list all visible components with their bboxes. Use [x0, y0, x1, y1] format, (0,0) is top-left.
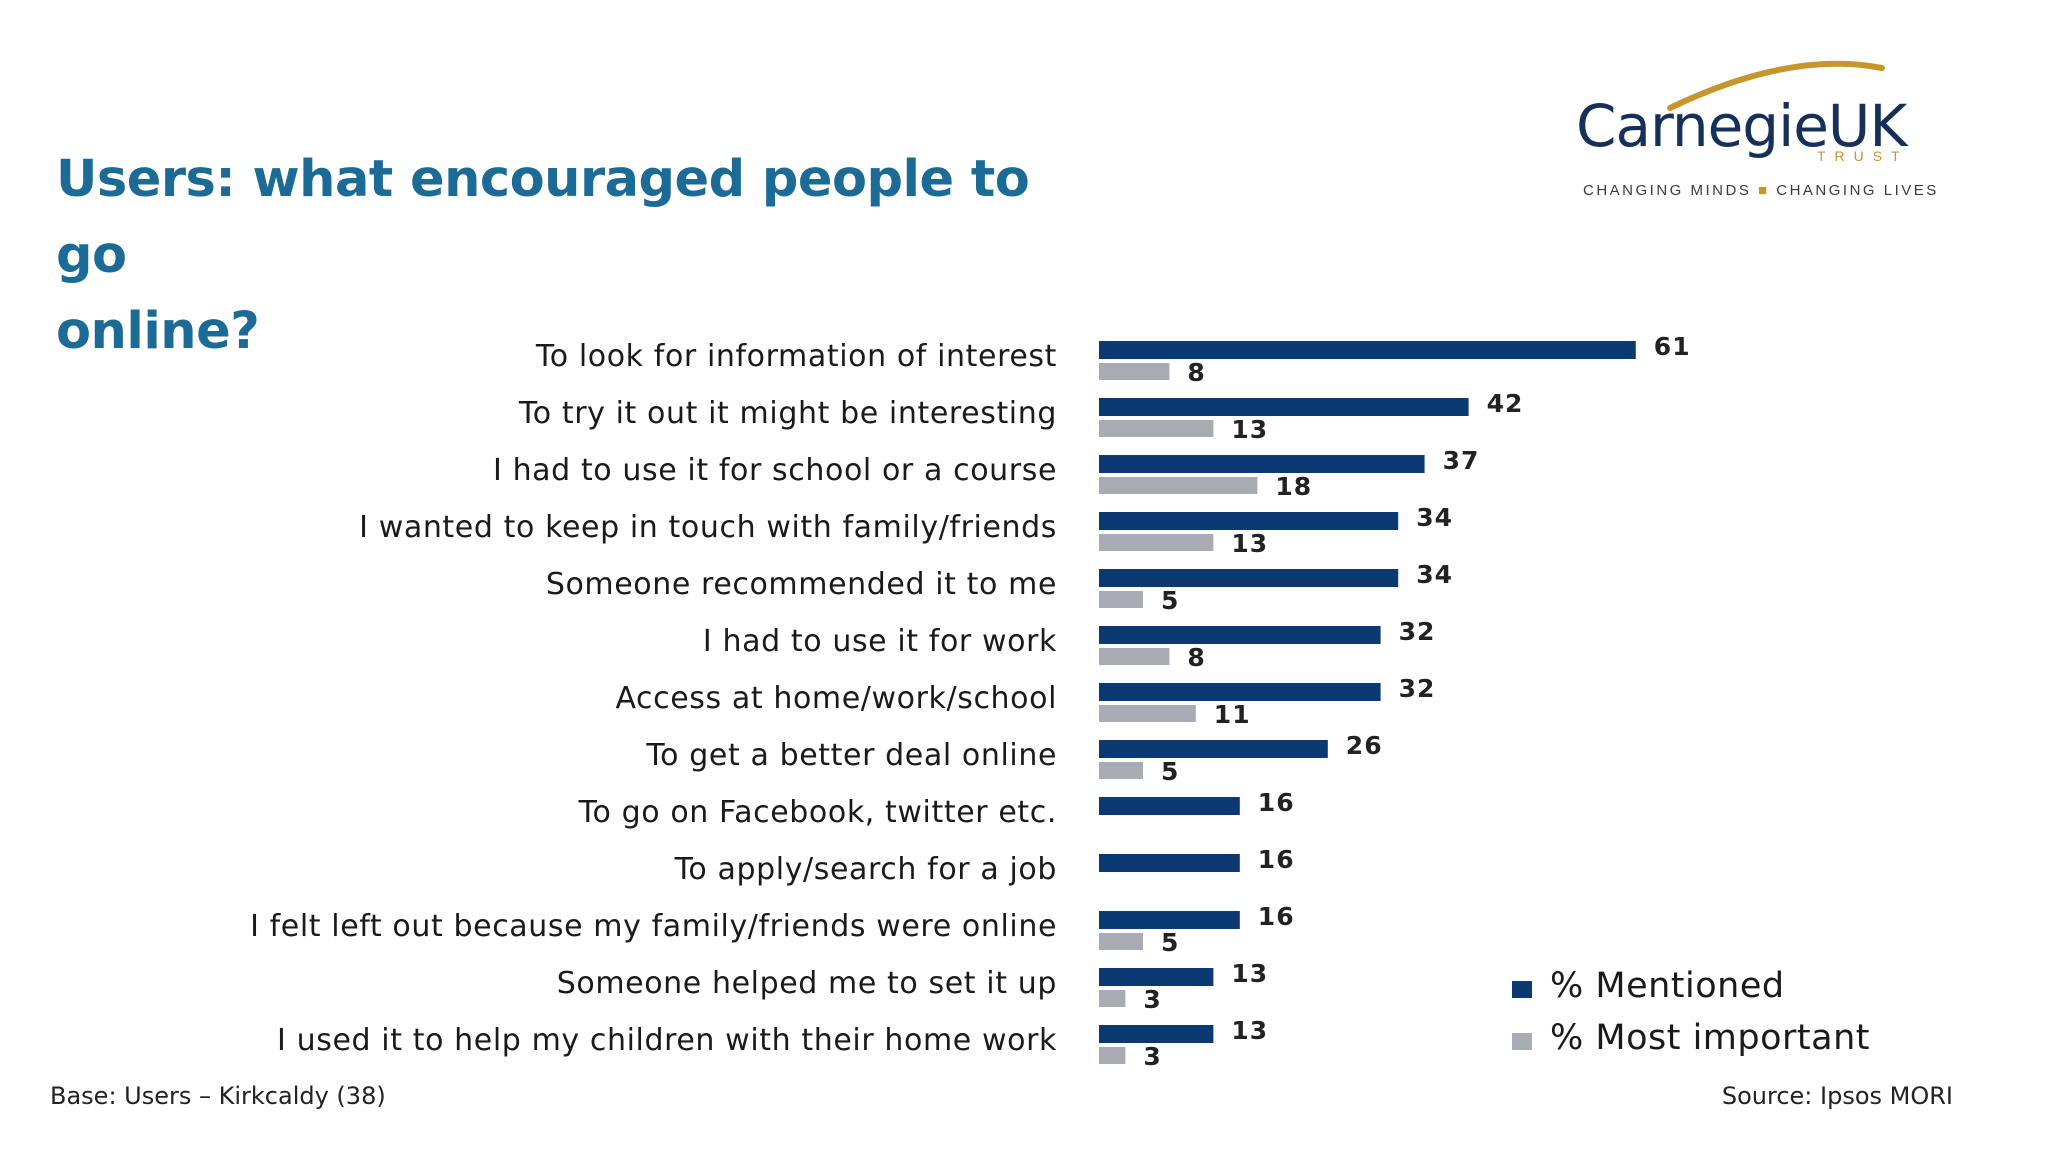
category-label-access-at-home-work-school: Access at home/work/school	[615, 681, 1057, 716]
category-label-i-had-to-use-it-for-work: I had to use it for work	[703, 624, 1057, 659]
value-label-most-important-to-look-for-information-of-interest: 8	[1187, 358, 1205, 387]
bar-most-important-i-wanted-to-keep-in-touch-with-family-friends	[1099, 534, 1214, 551]
value-label-mentioned-i-felt-left-out-because-my-family-friends-were-online: 16	[1258, 902, 1295, 931]
bar-mentioned-someone-helped-me-to-set-it-up	[1099, 968, 1214, 986]
category-label-someone-helped-me-to-set-it-up: Someone helped me to set it up	[557, 966, 1057, 1001]
page-title-line-2: online?	[56, 302, 260, 362]
value-label-most-important-someone-recommended-it-to-me: 5	[1161, 586, 1179, 615]
bar-most-important-to-get-a-better-deal-online	[1099, 762, 1143, 779]
page-title-line-1: Users: what encouraged people to go	[56, 150, 1030, 286]
bar-most-important-to-look-for-information-of-interest	[1099, 363, 1170, 380]
value-label-mentioned-to-apply-search-for-a-job: 16	[1258, 845, 1295, 874]
bar-most-important-i-felt-left-out-because-my-family-friends-were-online	[1099, 933, 1143, 950]
legend-item-most-important: % Most important	[1512, 1012, 1870, 1064]
category-label-someone-recommended-it-to-me: Someone recommended it to me	[546, 567, 1057, 602]
bar-mentioned-i-used-it-to-help-my-children-with-their-home-work	[1099, 1025, 1214, 1043]
bar-mentioned-i-had-to-use-it-for-school-or-a-course	[1099, 455, 1425, 473]
category-label-to-try-it-out-it-might-be-interesting: To try it out it might be interesting	[518, 396, 1057, 431]
bar-most-important-to-try-it-out-it-might-be-interesting	[1099, 420, 1214, 437]
bar-most-important-i-had-to-use-it-for-work	[1099, 648, 1170, 665]
legend-swatch-mentioned	[1512, 980, 1532, 998]
value-label-most-important-to-get-a-better-deal-online: 5	[1161, 757, 1179, 786]
bar-mentioned-to-apply-search-for-a-job	[1099, 854, 1240, 872]
logo-trust: TRUST	[1817, 148, 1909, 164]
logo-tagline-dot: ■	[1758, 182, 1770, 199]
bar-most-important-i-used-it-to-help-my-children-with-their-home-work	[1099, 1047, 1126, 1064]
logo-swoosh-icon	[1667, 60, 1885, 111]
bar-most-important-someone-recommended-it-to-me	[1099, 591, 1143, 608]
logo-tagline-right: CHANGING LIVES	[1776, 182, 1939, 199]
category-label-i-felt-left-out-because-my-family-friends-were-online: I felt left out because my family/friend…	[250, 909, 1057, 944]
bar-most-important-someone-helped-me-to-set-it-up	[1099, 990, 1126, 1007]
bar-most-important-access-at-home-work-school	[1099, 705, 1196, 722]
value-label-mentioned-i-used-it-to-help-my-children-with-their-home-work: 13	[1231, 1016, 1268, 1045]
value-label-most-important-i-used-it-to-help-my-children-with-their-home-work: 3	[1143, 1042, 1161, 1071]
category-label-i-wanted-to-keep-in-touch-with-family-friends: I wanted to keep in touch with family/fr…	[359, 510, 1057, 545]
value-label-most-important-someone-helped-me-to-set-it-up: 3	[1143, 985, 1161, 1014]
value-label-mentioned-to-try-it-out-it-might-be-interesting: 42	[1487, 389, 1524, 418]
value-label-mentioned-to-get-a-better-deal-online: 26	[1346, 731, 1383, 760]
legend-label-most-important: % Most important	[1550, 1018, 1870, 1058]
bar-most-important-i-had-to-use-it-for-school-or-a-course	[1099, 477, 1258, 494]
carnegie-uk-trust-logo: CarnegieUK TRUST CHANGING MINDS ■ CHANGI…	[1560, 58, 1980, 208]
bar-mentioned-access-at-home-work-school	[1099, 683, 1381, 701]
bar-mentioned-to-try-it-out-it-might-be-interesting	[1099, 398, 1469, 416]
category-label-to-get-a-better-deal-online: To get a better deal online	[645, 738, 1057, 773]
legend-label-mentioned: % Mentioned	[1550, 966, 1785, 1006]
logo-tagline-left: CHANGING MINDS	[1583, 182, 1752, 199]
value-label-most-important-i-had-to-use-it-for-school-or-a-course: 18	[1275, 472, 1312, 501]
logo-name: CarnegieUK	[1576, 92, 1907, 160]
value-label-most-important-i-wanted-to-keep-in-touch-with-family-friends: 13	[1231, 529, 1268, 558]
category-label-to-look-for-information-of-interest: To look for information of interest	[535, 339, 1057, 374]
bar-mentioned-to-go-on-facebook-twitter-etc	[1099, 797, 1240, 815]
bar-mentioned-to-get-a-better-deal-online	[1099, 740, 1328, 758]
value-label-mentioned-i-had-to-use-it-for-school-or-a-course: 37	[1443, 446, 1480, 475]
bar-chart: To look for information of interest 61 8 To…	[250, 332, 1691, 1071]
category-label-to-go-on-facebook-twitter-etc: To go on Facebook, twitter etc.	[578, 795, 1057, 830]
bar-mentioned-i-had-to-use-it-for-work	[1099, 626, 1381, 644]
value-label-mentioned-access-at-home-work-school: 32	[1399, 674, 1436, 703]
value-label-most-important-i-felt-left-out-because-my-family-friends-were-online: 5	[1161, 928, 1179, 957]
footer-base: Base: Users – Kirkcaldy (38)	[50, 1082, 386, 1110]
bar-mentioned-to-look-for-information-of-interest	[1099, 341, 1636, 359]
value-label-mentioned-to-look-for-information-of-interest: 61	[1654, 332, 1691, 361]
value-label-mentioned-someone-helped-me-to-set-it-up: 13	[1231, 959, 1268, 988]
legend-item-mentioned: % Mentioned	[1512, 960, 1870, 1012]
value-label-mentioned-i-had-to-use-it-for-work: 32	[1399, 617, 1436, 646]
value-label-most-important-to-try-it-out-it-might-be-interesting: 13	[1231, 415, 1268, 444]
category-label-i-used-it-to-help-my-children-with-their-home-work: I used it to help my children with their…	[277, 1023, 1057, 1058]
legend-swatch-most-important	[1512, 1032, 1532, 1050]
chart-legend: % Mentioned % Most important	[1512, 960, 1870, 1064]
value-label-most-important-i-had-to-use-it-for-work: 8	[1187, 643, 1205, 672]
footer-source: Source: Ipsos MORI	[1721, 1082, 1953, 1110]
bar-mentioned-i-wanted-to-keep-in-touch-with-family-friends	[1099, 512, 1399, 530]
value-label-mentioned-i-wanted-to-keep-in-touch-with-family-friends: 34	[1416, 503, 1453, 532]
bar-mentioned-i-felt-left-out-because-my-family-friends-were-online	[1099, 911, 1240, 929]
category-label-to-apply-search-for-a-job: To apply/search for a job	[674, 852, 1057, 887]
value-label-most-important-access-at-home-work-school: 11	[1214, 700, 1251, 729]
category-label-i-had-to-use-it-for-school-or-a-course: I had to use it for school or a course	[493, 453, 1057, 488]
value-label-mentioned-to-go-on-facebook-twitter-etc: 16	[1258, 788, 1295, 817]
page-title: Users: what encouraged people to go onli…	[56, 142, 1056, 370]
value-label-mentioned-someone-recommended-it-to-me: 34	[1416, 560, 1453, 589]
bar-mentioned-someone-recommended-it-to-me	[1099, 569, 1399, 587]
logo-tagline: CHANGING MINDS ■ CHANGING LIVES	[1583, 182, 1939, 199]
